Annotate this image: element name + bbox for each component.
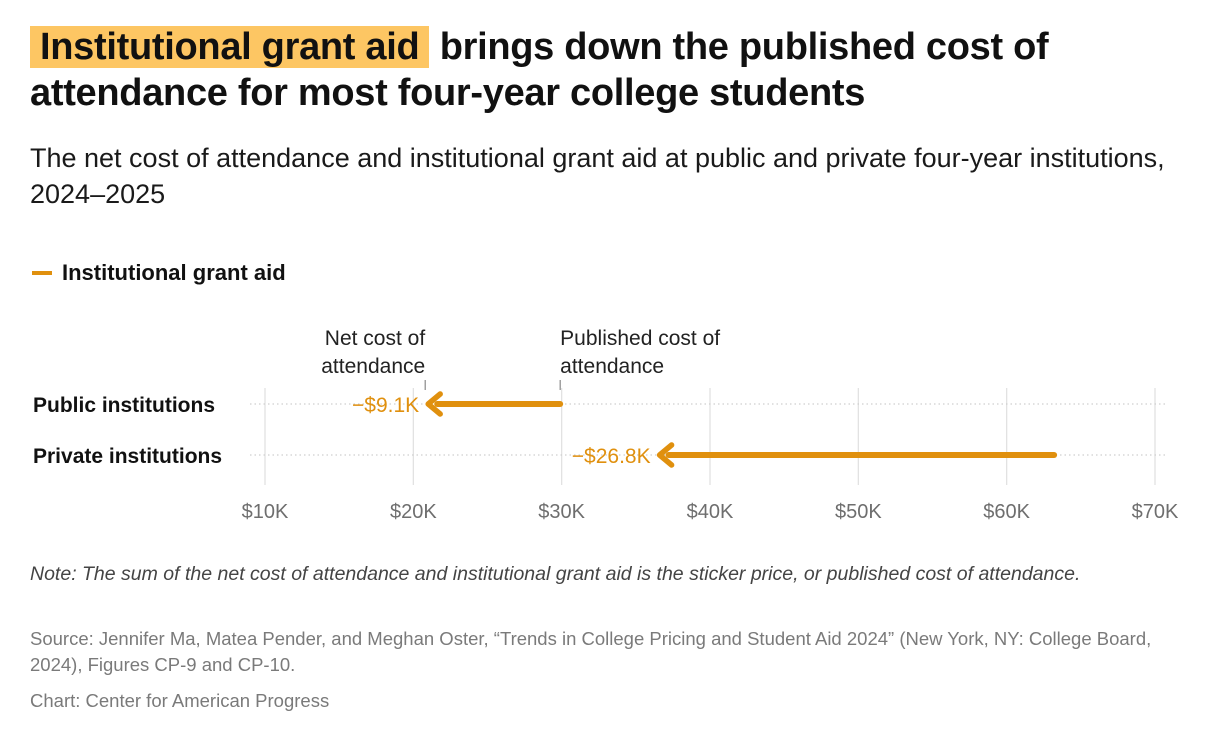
- x-tick-label: $40K: [687, 501, 734, 523]
- annotation-published-cost: Published cost of attendance: [560, 327, 720, 378]
- x-tick-label: $10K: [242, 501, 289, 523]
- chart-credit: Chart: Center for American Progress: [30, 690, 330, 711]
- category-label: Public institutions: [33, 394, 215, 417]
- aid-arrow-head: [656, 442, 675, 468]
- legend: Institutional grant aid: [32, 260, 286, 286]
- title-rest: brings down the published cost of attend…: [30, 26, 1049, 114]
- chart-plot: $10K $20K $30K $40K $50K $60K $70K Public insti…: [33, 327, 1179, 523]
- x-tick-label: $30K: [538, 501, 585, 523]
- legend-label: Institutional grant aid: [62, 260, 286, 285]
- legend-swatch: [32, 271, 52, 275]
- chart-title: Institutional grant aid brings down the …: [30, 24, 1195, 116]
- category-label: Private institutions: [33, 445, 222, 468]
- x-tick-label: $70K: [1132, 501, 1179, 523]
- title-highlight: Institutional grant aid: [30, 26, 430, 68]
- chart-note: Note: The sum of the net cost of attenda…: [30, 563, 1081, 585]
- x-tick-label: $20K: [390, 501, 437, 523]
- chart-source: Source: Jennifer Ma, Matea Pender, and M…: [30, 628, 1152, 675]
- aid-label: −$26.8K: [572, 445, 651, 468]
- annotation-net-cost: Net cost of attendance: [321, 327, 425, 378]
- aid-label: −$9.1K: [352, 394, 419, 417]
- aid-arrow-head: [425, 391, 443, 417]
- x-tick-label: $50K: [835, 501, 882, 523]
- chart-subtitle: The net cost of attendance and instituti…: [30, 143, 1165, 209]
- x-tick-label: $60K: [983, 501, 1030, 523]
